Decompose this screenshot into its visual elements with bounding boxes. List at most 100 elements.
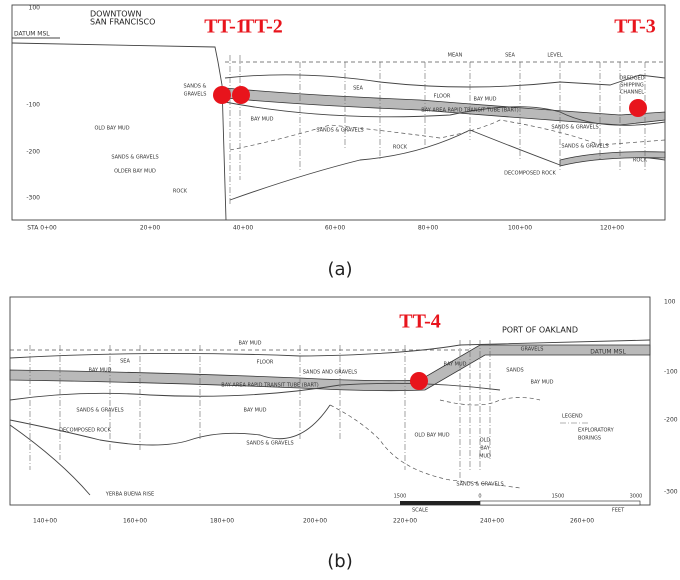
- station-label: 240+00: [480, 518, 504, 525]
- marker-label: TT-1: [204, 16, 246, 38]
- station-label: 200+00: [303, 518, 327, 525]
- depth-label: -300: [26, 195, 40, 202]
- location-label: SAN FRANCISCO: [90, 18, 155, 27]
- layer-label: SANDS & GRAVELS: [561, 144, 608, 150]
- station-label: 160+00: [123, 518, 147, 525]
- depth-label: -200: [664, 417, 678, 424]
- layer-label: BAY MUD: [444, 362, 467, 368]
- station-label: 120+00: [600, 225, 624, 232]
- panel-b-drawing: [9, 296, 651, 506]
- ground-surface: [11, 42, 227, 221]
- depth-label: -200: [26, 149, 40, 156]
- layer-label: ROCK: [393, 145, 408, 151]
- rock-band: [559, 151, 666, 167]
- layer-label: CHANNEL: [620, 90, 644, 96]
- layer-label: SANDS & GRAVELS: [246, 441, 293, 447]
- layer-label: SANDS & GRAVELS: [551, 125, 598, 131]
- layer-label: BAY MUD: [244, 408, 267, 414]
- location-label: PORT OF OAKLAND: [502, 326, 578, 335]
- layer-label: SEA: [120, 359, 130, 365]
- station-label: 260+00: [570, 518, 594, 525]
- layer-label: DECOMPOSED ROCK: [504, 171, 556, 177]
- depth-label: -300: [664, 489, 678, 496]
- scale-label: 0: [478, 494, 481, 500]
- station-label: 80+00: [418, 225, 438, 232]
- layer-label: OLD BAY MUD: [414, 433, 449, 439]
- layer-label: ROCK: [633, 158, 648, 164]
- layer-boundary: [229, 119, 666, 151]
- layer-label: OLDER BAY MUD: [114, 169, 156, 175]
- station-label: 220+00: [393, 518, 417, 525]
- layer-label: BAY AREA RAPID TRANSIT TUBE (BART): [221, 383, 318, 389]
- marker: [629, 99, 647, 117]
- layer-label: OLD BAY MUD: [94, 126, 129, 132]
- datum-label: DATUM MSL: [14, 31, 50, 38]
- layer-boundary: [439, 397, 541, 406]
- sea-floor: [9, 339, 651, 359]
- station-label: 40+00: [233, 225, 253, 232]
- rock-surface: [9, 404, 331, 446]
- layer-label: SANDS & GRAVELS: [316, 128, 363, 134]
- layer-label: SANDS & GRAVELS: [456, 482, 503, 488]
- scale-label: SCALE: [412, 508, 428, 514]
- layer-label: GRAVELS: [184, 92, 207, 98]
- layer-label: SANDS: [506, 368, 523, 374]
- layer-label: MUD: [479, 454, 491, 460]
- panel-a-drawing: [11, 4, 666, 221]
- layer-label: SANDS &: [184, 84, 207, 90]
- scale-bar: [400, 501, 480, 505]
- layer-label: SHIPPING: [620, 83, 644, 89]
- marker: [410, 372, 428, 390]
- sea-floor: [224, 74, 666, 88]
- marker: [213, 86, 231, 104]
- depth-label: -100: [664, 369, 678, 376]
- scale-label: FEET: [612, 508, 625, 514]
- scale-bar: [479, 500, 641, 506]
- layer-label: SANDS AND GRAVELS: [303, 370, 357, 376]
- layer-boundary: [329, 404, 521, 489]
- layer-label: BAY AREA RAPID TRANSIT TUBE (BART): [421, 108, 518, 114]
- legend-label: LEGEND: [562, 414, 583, 420]
- water-label: LEVEL: [547, 53, 563, 59]
- layer-label: BAY MUD: [239, 341, 262, 347]
- frame: [9, 296, 651, 506]
- station-label: 180+00: [210, 518, 234, 525]
- layer-label: YERBA BUENA RISE: [105, 492, 154, 498]
- location-label: DOWNTOWN: [90, 10, 141, 19]
- caption: (b): [327, 551, 352, 572]
- layer-boundary: [224, 101, 666, 126]
- station-label: 140+00: [33, 518, 57, 525]
- borings: [229, 55, 646, 205]
- legend-label: EXPLORATORY: [578, 428, 615, 434]
- layer-label: BAY MUD: [89, 368, 112, 374]
- bart-tube: [224, 87, 666, 126]
- layer-label: BAY MUD: [251, 117, 274, 123]
- borings: [29, 340, 491, 480]
- layer-label: DREDGED: [619, 76, 644, 82]
- station-label: 60+00: [325, 225, 345, 232]
- legend-label: BORINGS: [578, 436, 601, 442]
- depth-label: 100: [664, 299, 676, 306]
- depth-label: 100: [29, 5, 41, 12]
- layer-label: FLOOR: [257, 360, 274, 366]
- station-label: 100+00: [508, 225, 532, 232]
- water-label: MEAN: [448, 53, 463, 59]
- marker-label: TT-2: [241, 16, 283, 38]
- layer-label: SANDS & GRAVELS: [76, 408, 123, 414]
- layer-label: BAY: [480, 446, 490, 452]
- caption: (a): [327, 259, 352, 280]
- layer-label: FLOOR: [434, 94, 451, 100]
- layer-label: SANDS & GRAVELS: [111, 155, 158, 161]
- layer-label: OLD: [480, 438, 491, 444]
- marker-label: TT-4: [399, 311, 441, 333]
- layer-label: BAY MUD: [531, 380, 554, 386]
- bart-tube: [9, 344, 651, 392]
- marker: [232, 86, 250, 104]
- scale-label: 1500: [394, 494, 407, 500]
- layer-label: SEA: [353, 86, 363, 92]
- layer-label: DECOMPOSED ROCK: [59, 428, 111, 434]
- station-label: 20+00: [140, 225, 160, 232]
- depth-label: -100: [26, 102, 40, 109]
- station-label: STA 0+00: [27, 225, 57, 232]
